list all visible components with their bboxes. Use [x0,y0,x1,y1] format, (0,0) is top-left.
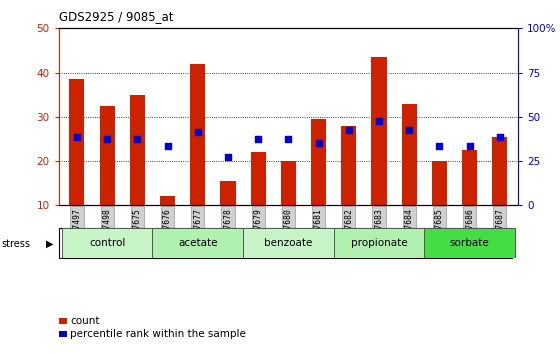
Bar [130,95,145,205]
Point [435,143,444,148]
FancyBboxPatch shape [62,228,152,258]
Bar [492,137,507,205]
Bar [432,161,447,205]
FancyBboxPatch shape [424,228,515,258]
Point [223,154,232,159]
Text: ▶: ▶ [46,239,53,249]
Bar [59,331,67,337]
Bar [160,196,175,205]
Point [133,136,142,142]
Bar [281,161,296,205]
Point [284,136,293,142]
Point [163,143,172,148]
Point [465,143,474,148]
Text: benzoate: benzoate [264,238,312,249]
Text: sorbate: sorbate [450,238,489,249]
Bar [100,106,115,205]
Bar [59,318,67,324]
Point [72,134,81,139]
Text: propionate: propionate [351,238,407,249]
FancyBboxPatch shape [152,228,243,258]
Point [193,130,202,135]
Bar [251,152,266,205]
Bar [341,126,356,205]
Bar [462,150,477,205]
Point [314,141,323,146]
FancyBboxPatch shape [59,228,512,258]
Text: stress: stress [2,239,31,249]
Point [102,136,111,142]
Bar [69,79,85,205]
Bar [311,119,326,205]
FancyBboxPatch shape [243,228,334,258]
Point [405,127,414,133]
Text: acetate: acetate [178,238,217,249]
Point [254,136,263,142]
Text: GDS2925 / 9085_at: GDS2925 / 9085_at [59,10,173,23]
Bar [402,104,417,205]
FancyBboxPatch shape [334,228,424,258]
Text: percentile rank within the sample: percentile rank within the sample [70,329,246,339]
Bar [371,57,386,205]
Point [344,127,353,133]
Point [496,134,505,139]
Bar [190,64,206,205]
Point [375,118,384,124]
Bar [221,181,236,205]
Text: control: control [89,238,125,249]
Text: count: count [70,316,100,326]
